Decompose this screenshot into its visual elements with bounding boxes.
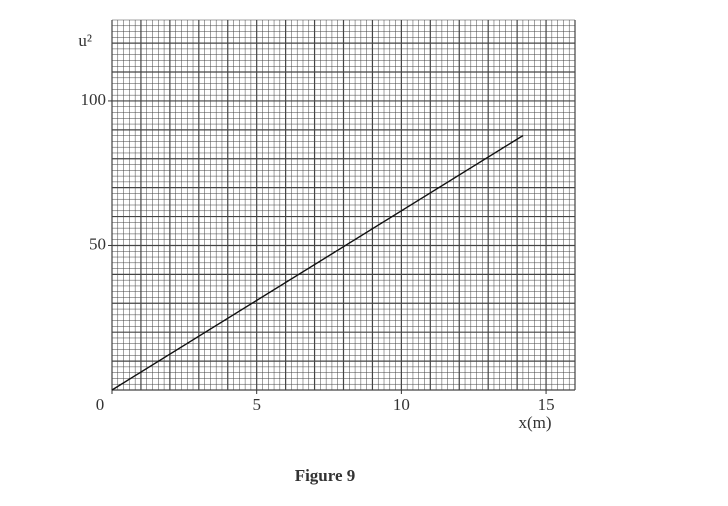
x-tick-label: 15 — [538, 395, 555, 414]
data-line — [111, 135, 524, 391]
x-tick-label: 0 — [96, 395, 105, 414]
caption: Figure 9 — [295, 466, 356, 485]
x-tick-label: 5 — [252, 395, 261, 414]
x-axis-label: x(m) — [518, 413, 551, 432]
y-axis-label: u² — [78, 31, 92, 50]
y-tick-label: 100 — [81, 90, 107, 109]
y-tick-label: 50 — [89, 234, 106, 253]
x-tick-label: 10 — [393, 395, 410, 414]
